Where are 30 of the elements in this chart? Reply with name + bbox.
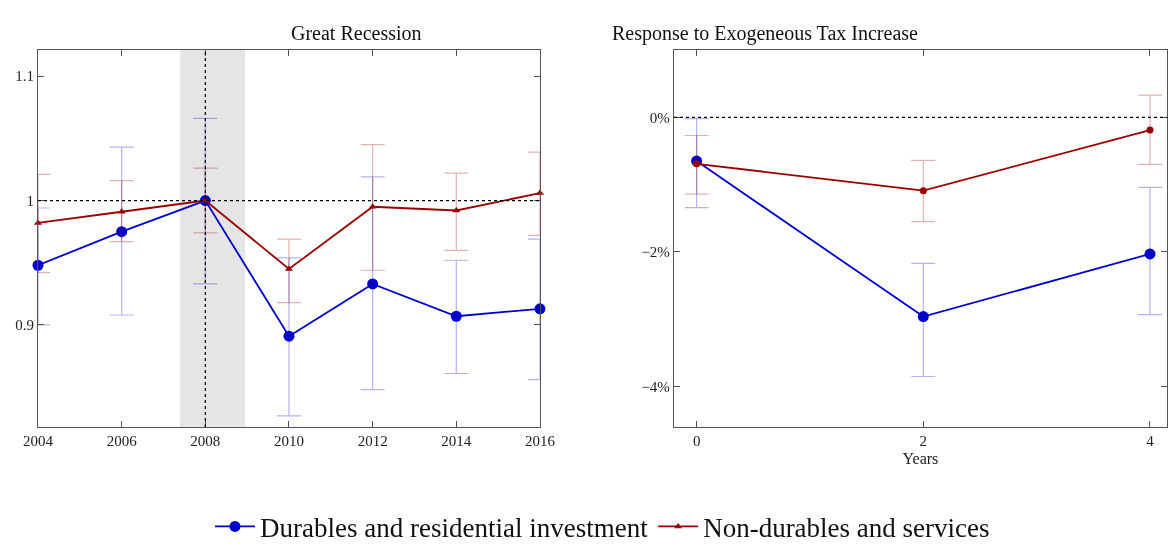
y-tick-label: 1.1 — [15, 68, 34, 85]
x-tick-label: 2004 — [23, 433, 54, 450]
legend-label: Durables and residential investment — [260, 512, 649, 543]
x-tick-label: 2 — [919, 433, 928, 450]
x-tick-label: 2012 — [357, 433, 388, 450]
x-tick-label: 2010 — [273, 433, 304, 450]
point — [450, 310, 462, 322]
y-tick-label: 0% — [649, 109, 670, 126]
x-tick-label: 2006 — [106, 433, 138, 450]
x-tick-label: 2014 — [441, 433, 472, 450]
x-axis-title: Years — [902, 449, 939, 467]
point — [1146, 126, 1154, 134]
point — [693, 160, 701, 168]
y-tick-label: 1 — [26, 192, 34, 209]
point — [917, 311, 929, 323]
y-tick-label: −2% — [641, 244, 670, 261]
point — [116, 226, 128, 238]
legend-label: Non-durables and services — [703, 512, 990, 543]
point — [283, 330, 295, 342]
x-tick-label: 0 — [692, 433, 701, 450]
point — [367, 278, 379, 290]
y-tick-label: 0.9 — [15, 317, 34, 334]
point — [919, 187, 927, 195]
x-tick-label: 2008 — [190, 433, 221, 450]
x-tick-label: 4 — [1146, 433, 1155, 450]
chart-title: Great Recession — [291, 22, 422, 44]
point — [1144, 248, 1156, 260]
x-tick-label: 2016 — [524, 433, 556, 450]
chart-title: Response to Exogeneous Tax Increase — [612, 22, 919, 45]
y-tick-label: −4% — [641, 378, 670, 395]
